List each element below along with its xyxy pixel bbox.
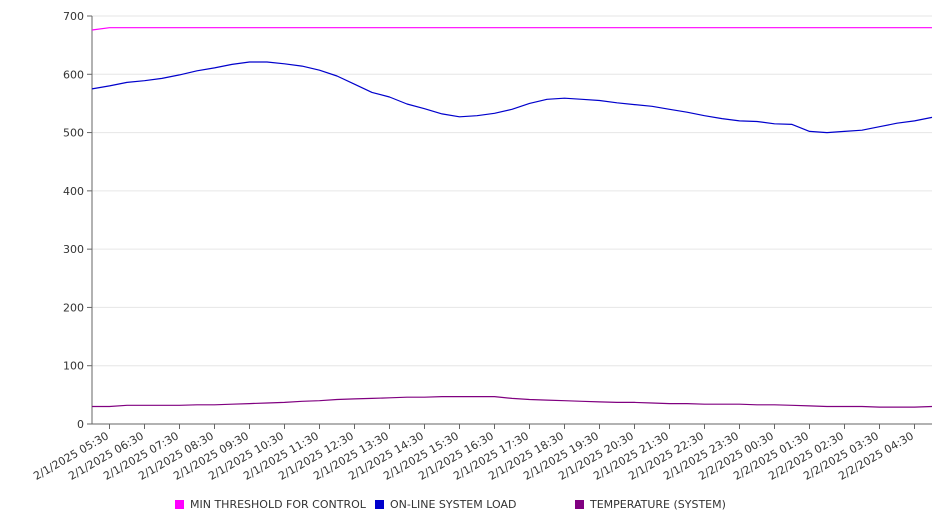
legend-label-min-threshold: MIN THRESHOLD FOR CONTROL: [190, 498, 366, 511]
legend-swatch-system-load: [375, 500, 384, 509]
legend-swatch-temperature: [575, 500, 584, 509]
legend-label-system-load: ON-LINE SYSTEM LOAD: [390, 498, 517, 511]
y-tick-label-0: 0: [77, 418, 84, 431]
y-tick-label-400: 400: [63, 185, 84, 198]
grid-lines: [92, 15, 932, 367]
y-tick-label-100: 100: [63, 360, 84, 373]
series-line-system-load: [91, 61, 933, 134]
axes: [91, 16, 932, 425]
series-lines: [91, 27, 933, 408]
legend-item-min-threshold[interactable]: MIN THRESHOLD FOR CONTROL: [175, 498, 366, 511]
legend-swatch-min-threshold: [175, 500, 184, 509]
y-tick-label-700: 700: [63, 10, 84, 23]
y-tick-label-200: 200: [63, 301, 84, 314]
series-line-temperature: [92, 396, 933, 408]
legend: MIN THRESHOLD FOR CONTROL ON-LINE SYSTEM…: [0, 498, 946, 516]
y-tick-label-600: 600: [63, 68, 84, 81]
x-axis-ticks: 2/1/2025 05:302/1/2025 06:302/1/2025 07:…: [31, 424, 916, 483]
y-tick-label-500: 500: [63, 127, 84, 140]
y-tick-label-300: 300: [63, 243, 84, 256]
series-line-min-threshold: [91, 27, 932, 31]
legend-item-temperature[interactable]: TEMPERATURE (SYSTEM): [575, 498, 726, 511]
legend-label-temperature: TEMPERATURE (SYSTEM): [590, 498, 726, 511]
legend-item-system-load[interactable]: ON-LINE SYSTEM LOAD: [375, 498, 516, 511]
y-axis-ticks: 0 100 200 300 400 500 600 700: [63, 10, 92, 431]
